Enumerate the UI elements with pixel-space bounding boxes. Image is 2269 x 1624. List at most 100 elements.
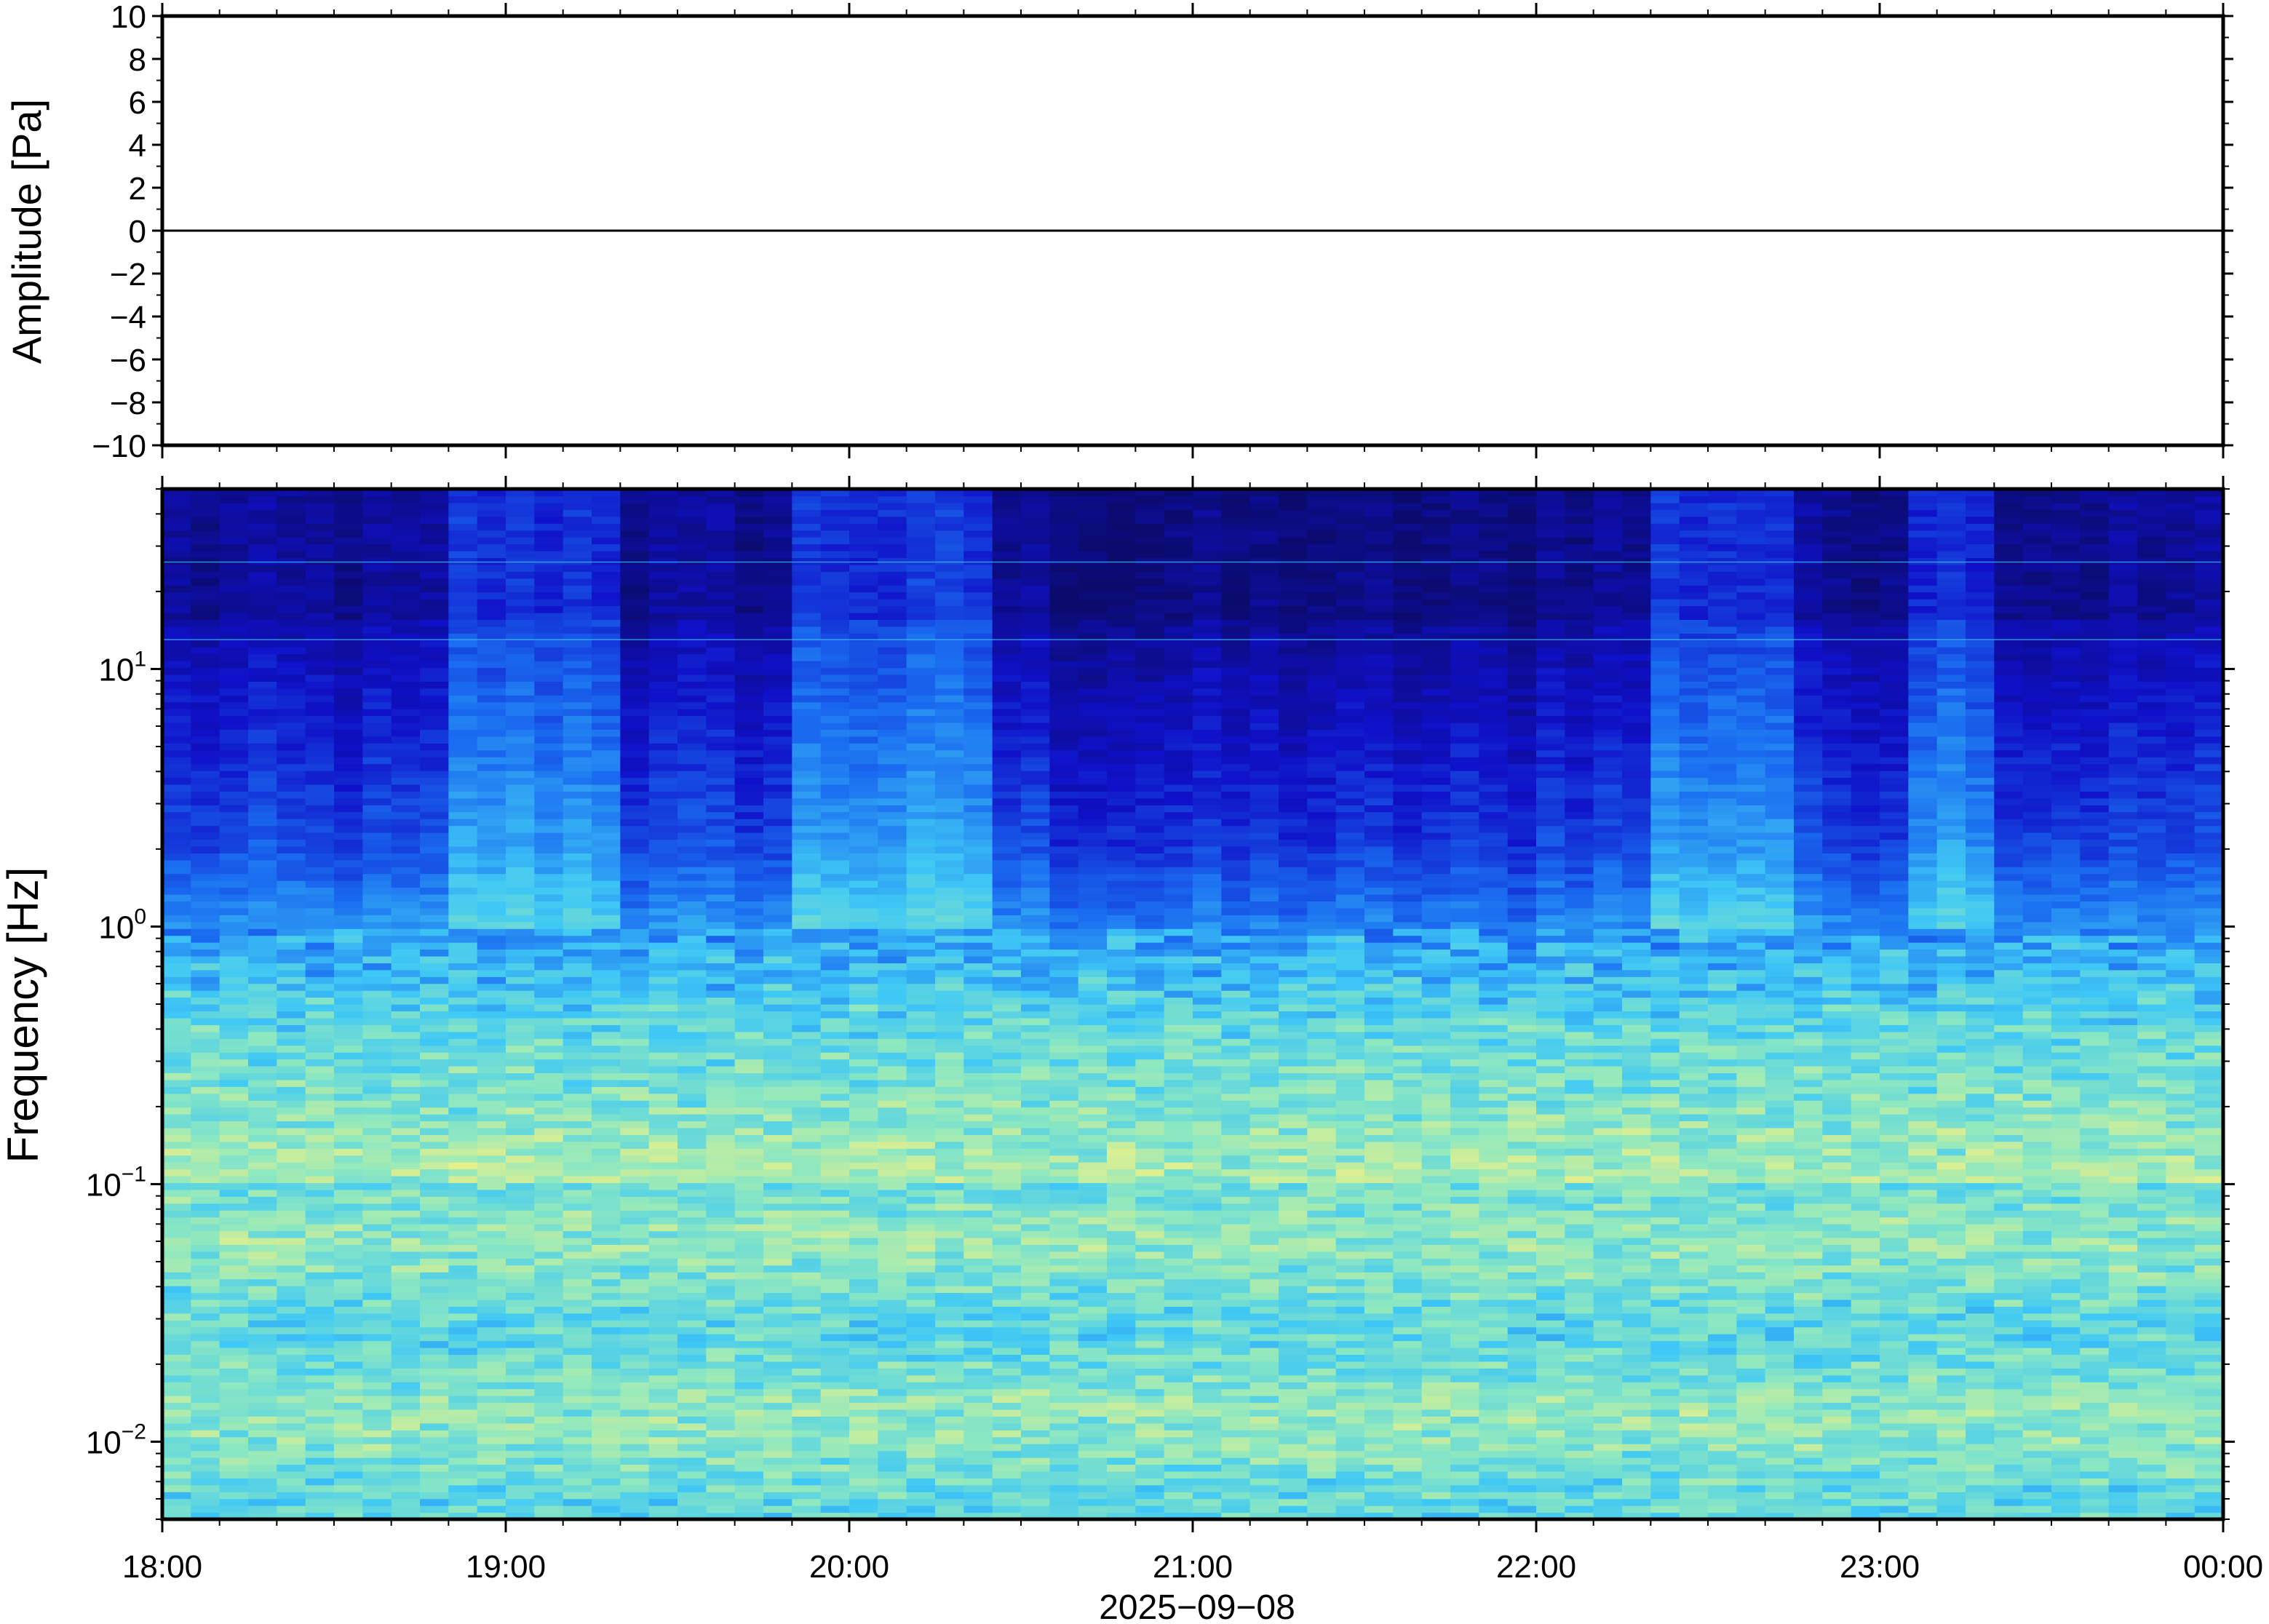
spectrogram-cell <box>1880 1196 1909 1204</box>
spectrogram-cell <box>362 1127 392 1135</box>
spectrogram-cell <box>219 1299 249 1307</box>
spectrogram-cell <box>1249 1505 1279 1513</box>
spectrogram-cell <box>906 1072 936 1080</box>
spectrogram-cell <box>1794 1045 1823 1053</box>
spectrogram-cell <box>391 1382 421 1390</box>
spectrogram-cell <box>1966 1127 1995 1135</box>
spectrogram-cell <box>1794 1107 1823 1115</box>
spectrogram-cell <box>162 1320 191 1328</box>
spectrogram-cell <box>219 1313 249 1321</box>
spectrogram-cell <box>305 1368 335 1376</box>
spectrogram-cell <box>820 1396 850 1404</box>
spectrogram-cell <box>792 1484 822 1492</box>
spectrogram-cell <box>534 1079 564 1087</box>
spectrogram-cell <box>1164 1354 1193 1362</box>
spectrogram-cell <box>1307 1251 1337 1259</box>
spectrogram-cell <box>1622 1492 1651 1500</box>
spectrogram-cell <box>1249 1217 1279 1225</box>
spectrogram-cell <box>1736 1326 1766 1334</box>
spectrogram-cell <box>448 1286 478 1294</box>
spectrogram-cell <box>162 1444 191 1452</box>
spectrogram-cell <box>2108 1374 2138 1382</box>
spectrogram-cell <box>1107 1505 1136 1513</box>
spectrogram-cell <box>1880 1320 1909 1328</box>
spectrogram-cell <box>1307 1100 1337 1108</box>
spectrogram-cell <box>248 1348 277 1356</box>
spectrogram-cell <box>1049 1354 1079 1362</box>
spectrogram-cell <box>2194 1306 2224 1314</box>
spectrogram-cell <box>1936 1086 1966 1094</box>
spectrogram-cell <box>1765 1374 1795 1382</box>
spectrogram-cell <box>1164 1189 1193 1197</box>
spectrogram-cell <box>1393 1272 1423 1280</box>
spectrogram-cell <box>592 1340 621 1348</box>
spectrogram-cell <box>1249 1182 1279 1190</box>
spectrogram-cell <box>2080 1313 2110 1321</box>
spectrogram-cell <box>1736 1045 1766 1053</box>
spectrogram-cell <box>1393 1189 1423 1197</box>
spectrogram-cell <box>1765 1169 1795 1177</box>
spectrogram-cell <box>1107 1470 1136 1478</box>
spectrogram-cell <box>2166 1388 2196 1396</box>
spectrogram-cell <box>1164 1382 1193 1390</box>
spectrogram-cell <box>1279 1127 1308 1135</box>
spectrogram-cell <box>1851 1093 1880 1101</box>
spectrogram-cell <box>2166 1141 2196 1149</box>
spectrogram-cell <box>1593 1299 1623 1307</box>
spectrogram-cell <box>1822 1299 1852 1307</box>
spectrogram-cell <box>2080 1203 2110 1211</box>
spectrogram-cell <box>935 1388 964 1396</box>
spectrogram-cell <box>992 1382 1022 1390</box>
spectrogram-cell <box>420 1348 449 1356</box>
spectrogram-cell <box>2194 1251 2224 1259</box>
spectrogram-cell <box>992 1388 1022 1396</box>
spectrogram-cell <box>677 1127 707 1135</box>
spectrogram-cell <box>2022 1182 2052 1190</box>
spectrogram-cell <box>878 1052 907 1060</box>
spectrogram-cell <box>1279 1464 1308 1472</box>
spectrogram-cell <box>334 1169 363 1177</box>
spectrogram-cell <box>1307 1512 1337 1520</box>
spectrogram-cell <box>191 1388 220 1396</box>
spectrogram-cell <box>391 1155 421 1163</box>
spectrogram-cell <box>1364 1306 1394 1314</box>
spectrogram-cell <box>706 1498 736 1506</box>
spectrogram-cell <box>706 1155 736 1163</box>
spectrogram-cell <box>1966 1396 1995 1404</box>
spectrogram-cell <box>506 1409 535 1417</box>
spectrogram-cell <box>648 1134 678 1142</box>
spectrogram-cell <box>1880 1148 1909 1156</box>
spectrogram-cell <box>448 1244 478 1252</box>
spectrogram-cell <box>878 1299 907 1307</box>
spectrogram-cell <box>1936 1292 1966 1300</box>
spectrogram-cell <box>362 1114 392 1122</box>
spectrogram-cell <box>792 1299 822 1307</box>
spectrogram-cell <box>2022 1430 2052 1438</box>
spectrogram-cell <box>1765 1182 1795 1190</box>
spectrogram-cell <box>677 1155 707 1163</box>
spectrogram-cell <box>1708 1217 1737 1225</box>
spectrogram-cell <box>1249 1278 1279 1286</box>
spectrogram-cell <box>820 1292 850 1300</box>
spectrogram-cell <box>305 1244 335 1252</box>
spectrogram-cell <box>2194 1340 2224 1348</box>
spectrogram-cell <box>563 1409 592 1417</box>
spectrogram-cell <box>2108 1478 2138 1486</box>
spectrogram-cell <box>162 1196 191 1204</box>
spectrogram-cell <box>2051 1182 2081 1190</box>
spectrogram-cell <box>1421 1065 1451 1073</box>
spectrogram-cell <box>2108 1340 2138 1348</box>
spectrogram-cell <box>1650 1374 1680 1382</box>
spectrogram-cell <box>2194 1162 2224 1170</box>
spectrogram-cell <box>906 1334 936 1342</box>
spectrogram-cell <box>1393 1258 1423 1266</box>
spectrogram-cell <box>1622 1107 1651 1115</box>
spectrogram-cell <box>1650 1258 1680 1266</box>
spectrogram-cell <box>1622 1450 1651 1458</box>
spectrogram-cell <box>763 1278 792 1286</box>
spectrogram-cell <box>1650 1299 1680 1307</box>
spectrogram-cell <box>734 1292 764 1300</box>
spectrogram-cell <box>2051 1402 2081 1410</box>
spectrogram-cell <box>563 1162 592 1170</box>
spectrogram-cell <box>935 1396 964 1404</box>
